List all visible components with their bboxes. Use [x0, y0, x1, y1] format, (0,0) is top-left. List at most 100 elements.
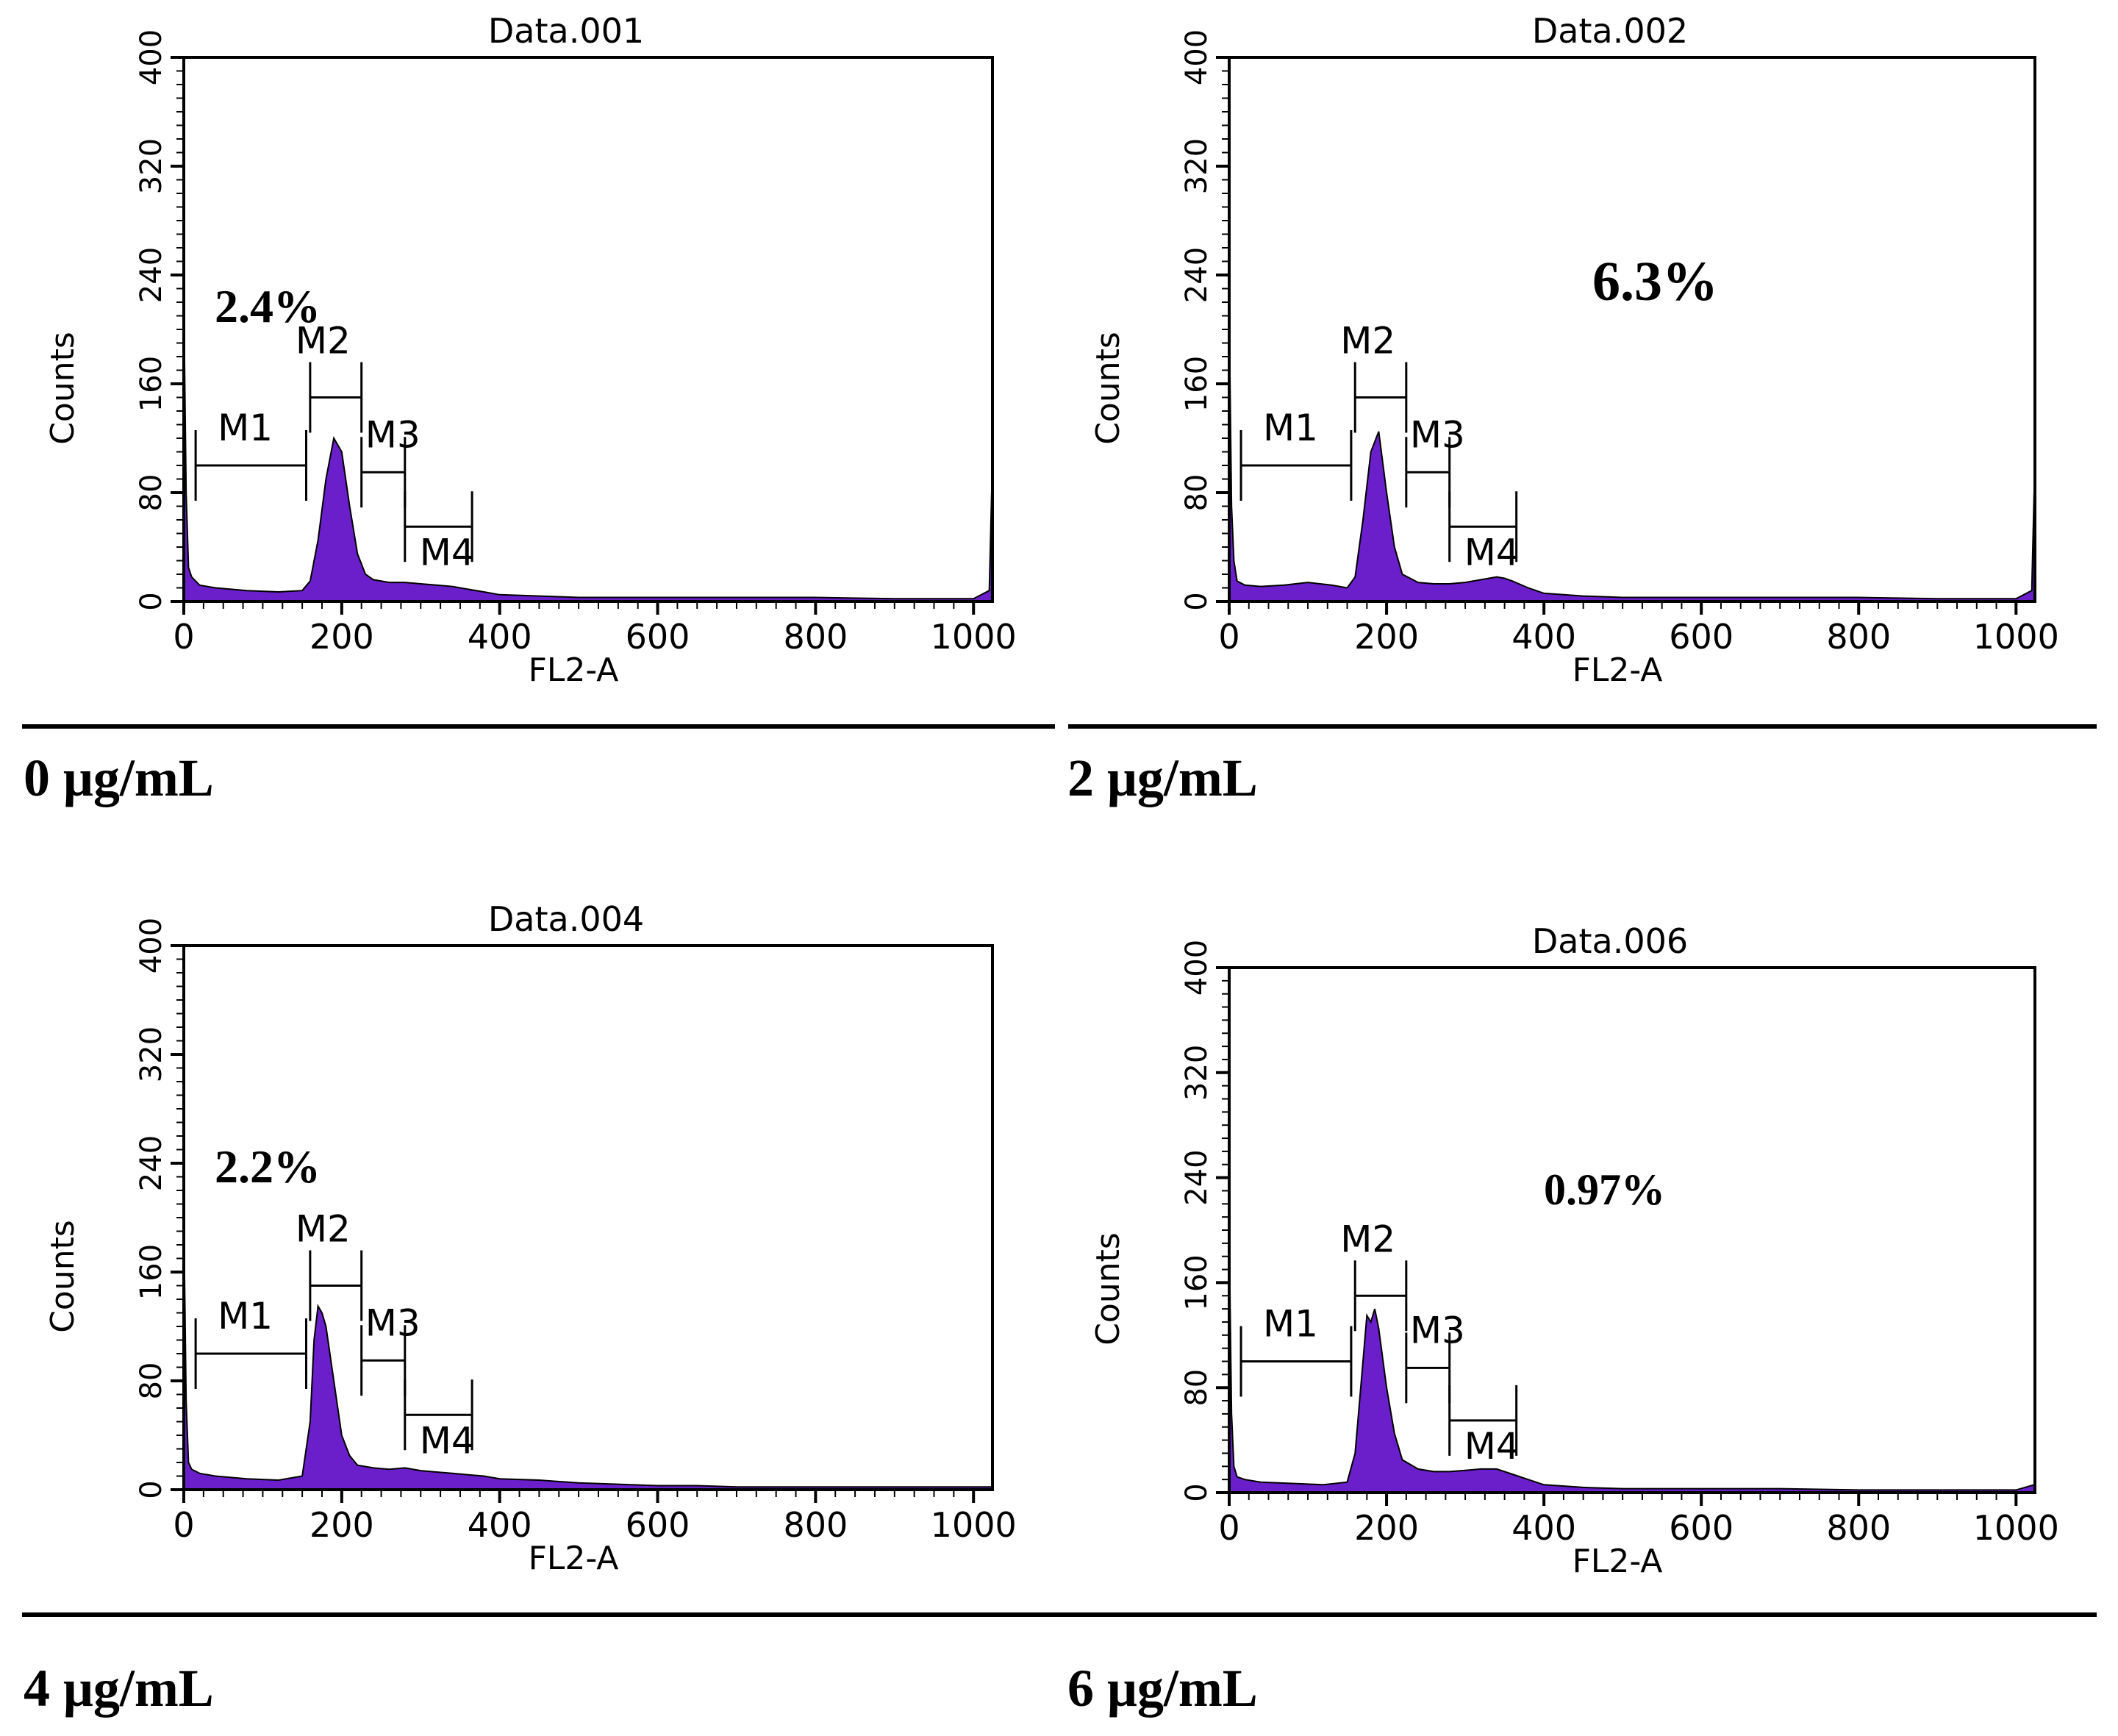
x-tick-label: 800 — [1826, 617, 1891, 657]
y-tick-label: 320 — [135, 1026, 168, 1082]
marker-label: M2 — [296, 320, 351, 362]
y-axis-title: Counts — [1090, 332, 1127, 445]
x-tick-label: 1000 — [931, 1505, 1017, 1545]
x-tick-label: 1000 — [1973, 617, 2059, 657]
marker-m3: M3 — [1405, 413, 1465, 508]
y-tick-label: 80 — [1180, 1369, 1214, 1407]
y-tick-label: 80 — [135, 474, 168, 512]
x-tick-label: 800 — [783, 617, 848, 657]
y-axis-title: Counts — [1090, 1232, 1127, 1346]
x-axis-title: FL2-A — [529, 651, 619, 689]
x-tick-label: 1000 — [1973, 1508, 2059, 1548]
panel-title: Data.004 — [488, 899, 644, 939]
histogram-panel-2: 0 80 160 240 320 400 0 200 400 600 800 1000 FL2-A Cou… — [1090, 11, 2059, 689]
y-tick-label: 160 — [135, 1244, 168, 1300]
marker-m1: M1 — [1239, 1303, 1353, 1397]
concentration-label: 6 μg/mL — [1067, 1659, 1258, 1718]
marker-label: M1 — [218, 407, 273, 449]
marker-m3: M3 — [360, 413, 421, 508]
marker-m2: M2 — [296, 320, 363, 433]
y-axis-title: Counts — [44, 1220, 82, 1333]
marker-m4: M4 — [1448, 491, 1520, 574]
y-tick-label: 240 — [135, 247, 168, 303]
y-axis-title: Counts — [44, 332, 82, 445]
y-tick-label: 320 — [1180, 1045, 1214, 1101]
y-tick-label: 0 — [1180, 592, 1214, 610]
y-tick-label: 400 — [135, 918, 168, 974]
y-tick-label: 240 — [135, 1135, 168, 1191]
histogram-series — [183, 301, 992, 602]
x-axis-title: FL2-A — [1573, 651, 1663, 689]
histogram-series — [1228, 315, 2035, 602]
panel-title: Data.002 — [1532, 11, 1688, 51]
marker-label: M3 — [1410, 413, 1465, 456]
percentage-annotation: 0.97% — [1544, 1165, 1665, 1214]
histogram-series — [183, 1217, 992, 1490]
x-tick-label: 400 — [1511, 1508, 1576, 1548]
concentration-label: 2 μg/mL — [1067, 749, 1258, 807]
histogram-panel-4: 0 80 160 240 320 400 0 200 400 600 800 1000 FL2-A Cou… — [1090, 921, 2059, 1580]
x-tick-label: 200 — [1354, 617, 1419, 657]
x-tick-label: 600 — [1669, 1508, 1734, 1548]
y-tick-label: 0 — [135, 592, 168, 610]
marker-m1: M1 — [1239, 407, 1353, 501]
marker-label: M4 — [1464, 531, 1520, 574]
x-axis-title: FL2-A — [529, 1540, 619, 1577]
x-tick-label: 600 — [1669, 617, 1734, 657]
marker-label: M3 — [365, 1301, 421, 1344]
marker-m3: M3 — [1405, 1309, 1465, 1404]
panel-title: Data.001 — [488, 11, 644, 51]
marker-label: M2 — [1340, 320, 1395, 362]
y-tick-label: 160 — [1180, 1254, 1214, 1310]
x-tick-label: 200 — [310, 617, 374, 657]
x-tick-label: 800 — [783, 1505, 848, 1545]
y-tick-label: 400 — [135, 29, 168, 85]
x-tick-label: 400 — [1511, 617, 1576, 657]
x-tick-label: 400 — [468, 1505, 532, 1545]
marker-label: M4 — [1464, 1425, 1520, 1468]
x-tick-label: 200 — [1354, 1508, 1419, 1548]
x-tick-label: 200 — [310, 1505, 374, 1545]
marker-label: M3 — [1410, 1309, 1465, 1351]
y-tick-label: 160 — [135, 356, 168, 412]
marker-label: M1 — [218, 1295, 273, 1337]
y-tick-label: 320 — [1180, 138, 1214, 194]
y-tick-label: 400 — [1180, 940, 1214, 996]
x-tick-label: 0 — [173, 1505, 194, 1545]
y-tick-label: 160 — [1180, 356, 1214, 412]
marker-label: M2 — [296, 1208, 351, 1251]
histogram-panel-3: 0 80 160 240 320 400 0 200 400 600 800 1000 FL2-A Cou… — [44, 899, 1017, 1577]
x-tick-label: 0 — [1218, 617, 1239, 657]
percentage-annotation: 2.2% — [215, 1140, 321, 1193]
histogram-series — [1228, 1236, 2035, 1493]
panel-title: Data.006 — [1532, 921, 1688, 961]
x-tick-label: 0 — [1218, 1508, 1239, 1548]
y-tick-label: 80 — [135, 1362, 168, 1400]
y-tick-label: 0 — [135, 1480, 168, 1499]
y-tick-label: 400 — [1180, 29, 1214, 85]
x-tick-label: 800 — [1826, 1508, 1891, 1548]
marker-label: M4 — [420, 531, 475, 574]
y-tick-label: 0 — [1180, 1483, 1214, 1501]
marker-label: M1 — [1263, 407, 1318, 449]
y-tick-label: 240 — [1180, 247, 1214, 303]
x-tick-label: 400 — [468, 617, 532, 657]
marker-m1: M1 — [194, 1295, 308, 1389]
x-tick-label: 600 — [626, 1505, 690, 1545]
concentration-label: 0 μg/mL — [24, 749, 214, 807]
marker-label: M1 — [1263, 1303, 1318, 1346]
marker-m4: M4 — [404, 491, 475, 574]
x-tick-label: 600 — [626, 617, 690, 657]
marker-label: M2 — [1340, 1218, 1395, 1260]
marker-m1: M1 — [194, 407, 308, 501]
marker-m2: M2 — [1340, 1218, 1408, 1332]
x-tick-label: 0 — [173, 617, 194, 657]
marker-m3: M3 — [360, 1301, 421, 1396]
percentage-annotation: 2.4% — [215, 280, 321, 332]
marker-label: M3 — [365, 413, 421, 456]
marker-m4: M4 — [404, 1379, 475, 1462]
x-tick-label: 1000 — [931, 617, 1017, 657]
histogram-panel-1: 0 80 160 240 320 400 0 200 400 600 800 1000 FL2-A Cou… — [44, 11, 1017, 689]
y-tick-label: 320 — [135, 138, 168, 194]
